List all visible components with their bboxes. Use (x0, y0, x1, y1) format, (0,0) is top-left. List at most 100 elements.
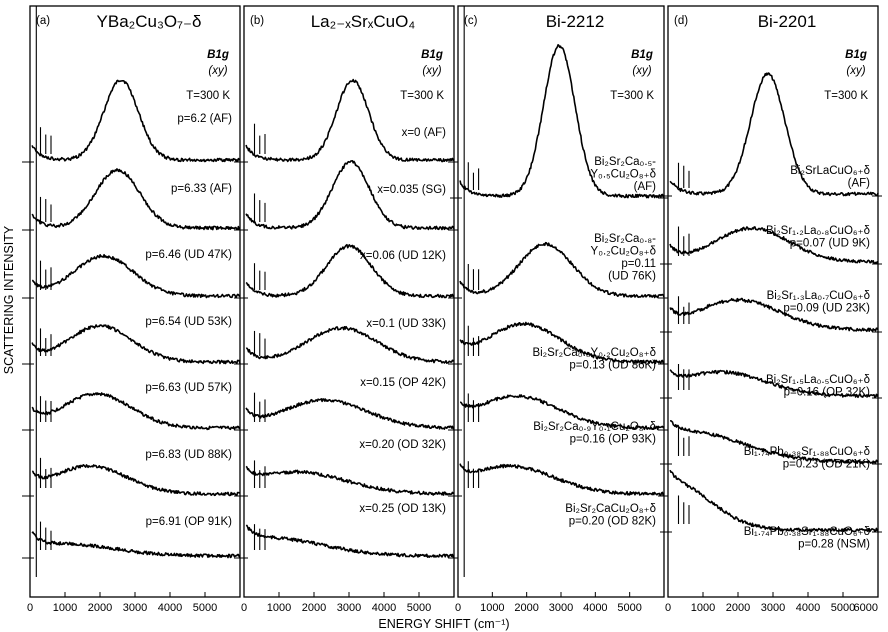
panel-title: Bi-2212 (546, 12, 605, 31)
spectrum-trace (32, 253, 241, 299)
panel-1: (a) YBa₂Cu₃O₇₋δ B1g (xy) T=300 K 0 1000 2000 300… (22, 5, 244, 614)
panel-title: Bi-2201 (758, 12, 817, 31)
x-tick-label: 0 (241, 602, 247, 614)
x-tick-label: 2000 (88, 602, 112, 614)
series-label: p=6.91 (OP 91K) (146, 516, 233, 528)
series-label: (UD 76K) (608, 271, 656, 283)
x-tick-label: 5000 (831, 602, 855, 614)
x-tick-label: 1000 (267, 602, 291, 614)
spectrum-trace (669, 226, 879, 265)
series-label: p=6.54 (UD 53K) (145, 316, 232, 328)
temperature-label: T=300 K (610, 90, 654, 102)
series-label: (AF) (848, 178, 871, 190)
x-tick-label: 2000 (514, 602, 538, 614)
series-label: Bi₂Sr₂Ca₀.₉Y₀.₁Cu₂O₈₊δ (533, 421, 656, 433)
x-tick-label: 4000 (583, 602, 607, 614)
x-tick-label: 0 (665, 602, 671, 614)
x-tick-label: 2000 (726, 602, 750, 614)
spectrum-trace (31, 531, 241, 559)
series-label: p=0.07 (UD 9K) (790, 238, 870, 250)
x-tick-label: 1000 (53, 602, 77, 614)
spectrum-trace (31, 324, 241, 365)
spectrum-trace (459, 463, 665, 497)
series-label: p=6.2 (AF) (177, 113, 232, 125)
panel-tag: (c) (464, 15, 478, 27)
x-tick-label: 5000 (407, 602, 431, 614)
spectrum-trace (669, 297, 879, 333)
spectrum-trace (245, 325, 455, 364)
series-label: x=0.15 (OP 42K) (360, 377, 446, 389)
symmetry-label: B1g (421, 49, 443, 61)
spectrum-trace (245, 160, 455, 231)
series-label: p=0.23 (OD 21K) (783, 459, 870, 471)
x-tick-label: 3000 (761, 602, 785, 614)
temperature-label: T=300 K (400, 90, 444, 102)
x-tick-label: 5000 (617, 602, 641, 614)
x-tick-label: 3000 (123, 602, 147, 614)
spectrum-trace (459, 44, 665, 199)
x-tick-label: 5000 (193, 602, 217, 614)
panel-2: (b) La₂₋ₓSrₓCuO₄ B1g (xy) T=300 K 0 1000 2000 30… (236, 5, 458, 614)
series-label: Bi₂Sr₁.₂La₀.₈CuO₆₊δ (766, 225, 870, 237)
panel-4: (d) Bi-2201 B1g (xy) T=300 K 0 1000 2000 3000 400… (660, 5, 882, 614)
spectrum-trace (459, 321, 665, 365)
polarization-label: (xy) (422, 65, 441, 77)
series-label: x=0.035 (SG) (377, 184, 446, 196)
series-label: p=0.13 (UD 86K) (569, 360, 656, 372)
spectrum-trace (670, 420, 879, 465)
series-label: (AF) (634, 181, 657, 193)
spectrum-trace (669, 369, 879, 399)
y-axis-label: SCATTERING INTENSITY (2, 225, 16, 374)
series-label: x=0.25 (OD 13K) (359, 503, 446, 515)
series-label: Bi₂SrLaCuO₆₊δ (790, 165, 870, 177)
series-label: x=0.06 (UD 12K) (360, 250, 446, 262)
x-tick-label: 4000 (796, 602, 820, 614)
x-tick-label: 4000 (372, 602, 396, 614)
spectrum-trace (459, 241, 665, 299)
series-label: p=0.20 (OD 82K) (569, 516, 656, 528)
series-label: Bi₂Sr₂Ca₀.₈Y₀.₂Cu₂O₈₊δ (532, 347, 656, 359)
spectrum-trace (459, 394, 665, 431)
series-label: x=0.1 (UD 33K) (366, 318, 446, 330)
spectrum-trace (245, 243, 455, 299)
series-label: Bi₁.₇₄Pb₀.₃₈Sr₁.₈₈CuO₆₊δ (744, 446, 870, 458)
series-label: Bi₂Sr₂Ca₀.₅- (594, 156, 656, 168)
spectrum-trace (31, 392, 240, 431)
symmetry-label: B1g (207, 49, 229, 61)
symmetry-label: B1g (631, 49, 653, 61)
x-axis-label: ENERGY SHIFT (cm⁻¹) (378, 617, 509, 631)
series-label: Y₀.₂Cu₂O₈₊δ (591, 246, 656, 258)
x-tick-label: 6000 (854, 602, 878, 614)
spectrum-trace (245, 398, 455, 430)
series-label: p=0.09 (UD 23K) (783, 303, 870, 315)
symmetry-label: B1g (845, 49, 867, 61)
x-tick-label: 3000 (337, 602, 361, 614)
series-label: Bi₂Sr₁.₃La₀.₇CuO₆₊δ (767, 290, 870, 302)
series-label: p=0.28 (NSM) (798, 539, 870, 551)
x-tick-label: 0 (455, 602, 461, 614)
temperature-label: T=300 K (186, 90, 230, 102)
x-tick-label: 4000 (158, 602, 182, 614)
x-tick-label: 1000 (691, 602, 715, 614)
x-tick-label: 3000 (549, 602, 573, 614)
spectrum-trace (669, 469, 879, 533)
spectrum-trace (31, 79, 241, 163)
series-label: Bi₂Sr₂Ca₀.₈- (594, 233, 656, 245)
x-tick-label: 1000 (480, 602, 504, 614)
polarization-label: (xy) (632, 65, 651, 77)
x-tick-label: 0 (27, 602, 33, 614)
x-tick-label: 2000 (302, 602, 326, 614)
series-label: Bi₁.₇₄Pb₀.₃₈Sr₁.₈₈CuO₆₊δ (744, 526, 870, 538)
panel-3: (c) Bi-2212 B1g (xy) T=300 K 0 1000 2000 3000 400… (450, 5, 668, 614)
spectrum-trace (32, 464, 241, 497)
spectrum-trace (669, 72, 879, 197)
series-label: p=6.33 (AF) (171, 183, 232, 195)
panel-title: YBa₂Cu₃O₇₋δ (97, 12, 202, 31)
temperature-label: T=300 K (824, 90, 868, 102)
spectrum-trace (245, 524, 454, 559)
panel-tag: (d) (674, 15, 688, 27)
series-label: Bi₂Sr₂CaCu₂O₈₊δ (565, 503, 656, 515)
polarization-label: (xy) (846, 65, 865, 77)
series-label: p=6.46 (UD 47K) (145, 249, 232, 261)
